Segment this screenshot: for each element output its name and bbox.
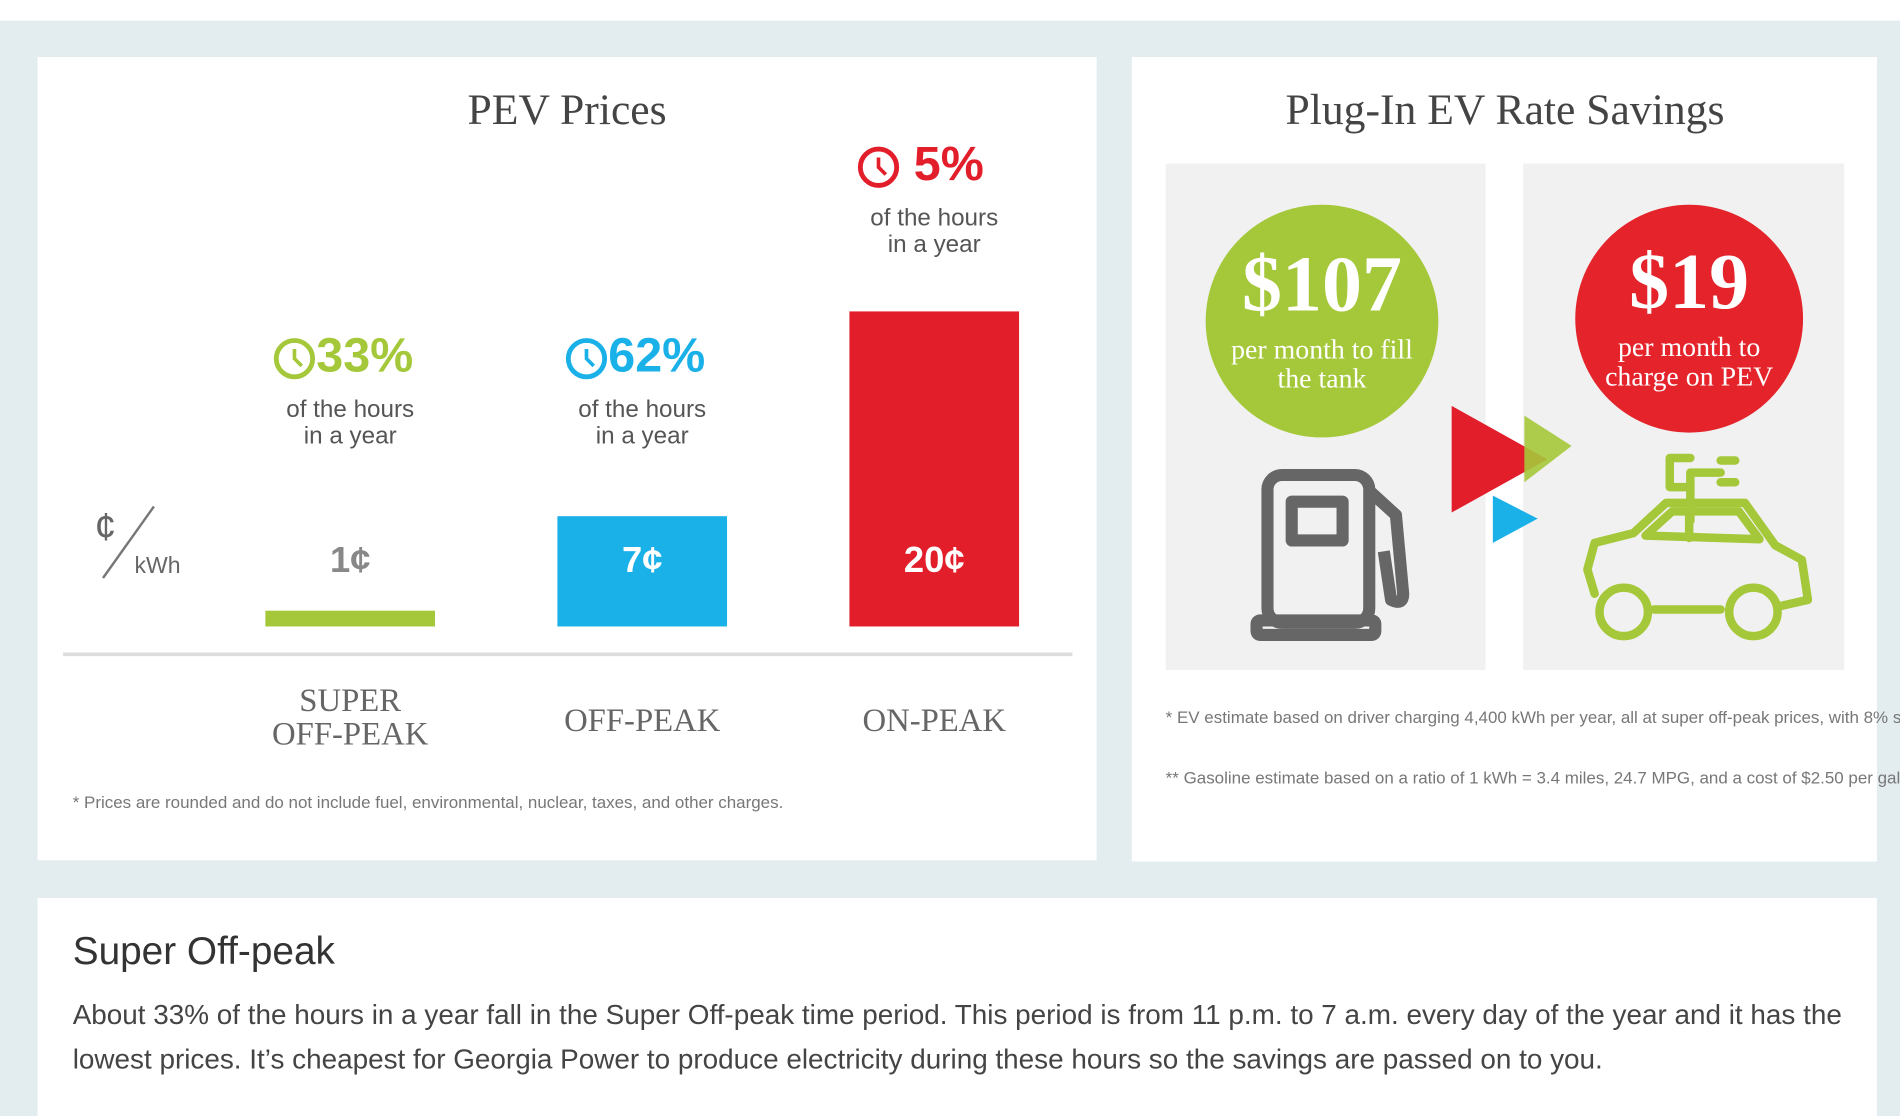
badge-amount: $19 <box>1629 238 1749 326</box>
y-unit-denominator: kWh <box>135 552 181 578</box>
ev-car-icon <box>1583 453 1813 641</box>
badge-caption: per month to fill the tank <box>1231 335 1413 395</box>
clock-icon <box>565 338 608 380</box>
badge-amount: $107 <box>1242 240 1402 328</box>
hour-share-caption: of the hours in a year <box>578 396 706 450</box>
clock-face <box>857 146 900 188</box>
bar <box>849 311 1020 627</box>
clock-face <box>565 338 608 380</box>
badge-circle <box>1205 204 1439 438</box>
clock-icon <box>857 146 900 188</box>
category-label: ON-PEAK <box>862 703 1006 739</box>
badge-caption: per month to charge on PEV <box>1605 333 1773 393</box>
value-label: 1¢ <box>330 539 370 580</box>
hour-share-caption: of the hours in a year <box>870 205 998 259</box>
hour-share: 33% <box>316 328 413 382</box>
footnote: * Prices are rounded and do not include … <box>73 793 784 812</box>
hour-share: 5% <box>914 137 984 191</box>
gas-badge: $107 per month to fill the tank <box>1205 204 1439 438</box>
clock-hands <box>584 348 596 368</box>
unit-slash <box>102 505 155 579</box>
clock-face <box>273 338 316 380</box>
hour-share-caption: of the hours in a year <box>286 396 414 450</box>
gas-pump-icon <box>1250 468 1410 642</box>
y-unit: ¢ <box>95 506 117 549</box>
section-panel <box>37 897 1877 1116</box>
note-line: * EV estimate based on driver charging 4… <box>1166 708 1900 727</box>
arrow-red <box>1451 405 1548 513</box>
clock-hands <box>292 348 304 368</box>
savings-title: Plug-In EV Rate Savings <box>1286 86 1725 134</box>
arrow-green <box>1524 415 1572 483</box>
chart-title: PEV Prices <box>468 86 667 134</box>
bar <box>557 516 728 627</box>
section-title: Super Off-peak <box>73 930 336 973</box>
category-label: OFF-PEAK <box>564 703 721 739</box>
clock-icon <box>273 338 316 380</box>
arrow-blue <box>1492 495 1538 543</box>
ev-badge: $19 per month to charge on PEV <box>1575 204 1804 433</box>
value-label: 7¢ <box>622 539 662 580</box>
bar <box>265 610 436 627</box>
category-label: SUPER OFF-PEAK <box>272 682 429 752</box>
section-body-box: About 33% of the hours in a year fall in… <box>72 998 1842 1075</box>
value-label: 20¢ <box>904 539 965 580</box>
clock-hands <box>876 157 888 176</box>
hour-share: 62% <box>608 328 705 382</box>
note-line: ** Gasoline estimate based on a ratio of… <box>1166 769 1900 788</box>
section-body: About 33% of the hours in a year fall in… <box>72 998 1842 1075</box>
badge-circle <box>1575 204 1804 433</box>
